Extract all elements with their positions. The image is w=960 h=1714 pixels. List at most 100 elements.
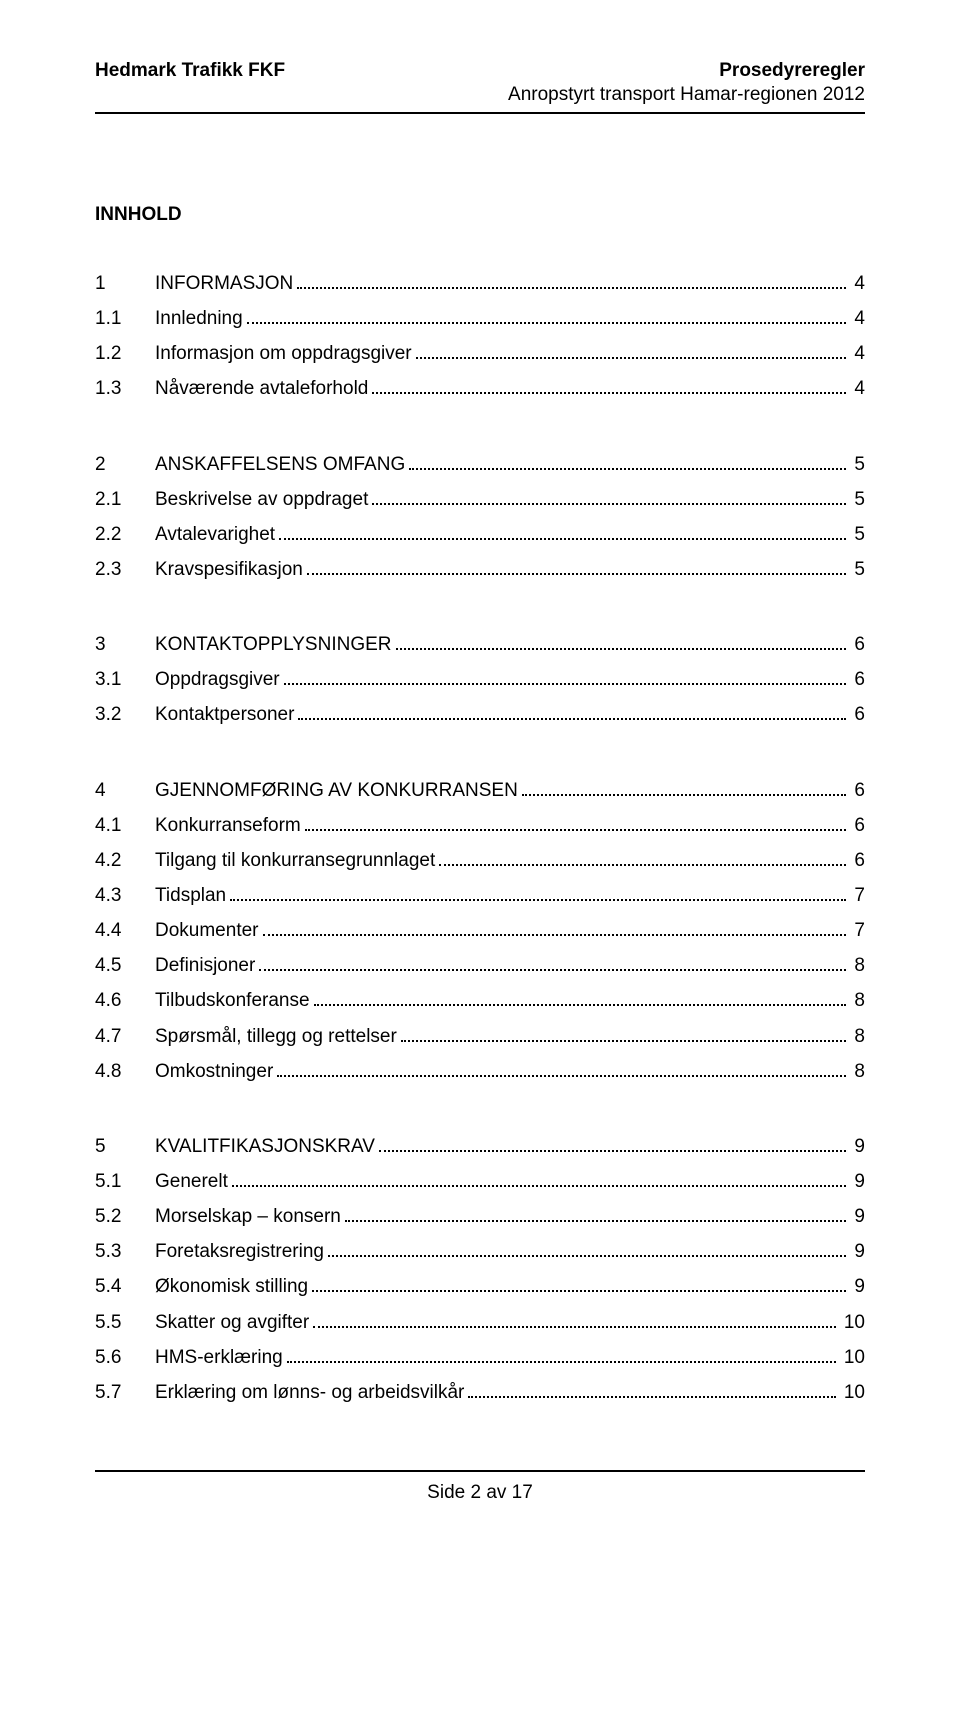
toc-entry-page: 7 bbox=[850, 913, 865, 948]
toc-entry-label: Dokumenter bbox=[155, 913, 259, 948]
toc-entry-number: 4.7 bbox=[95, 1019, 155, 1054]
toc-entry-number: 1.2 bbox=[95, 336, 155, 371]
toc-entry-label: Økonomisk stilling bbox=[155, 1269, 308, 1304]
toc-entry: 3.1Oppdragsgiver6 bbox=[95, 662, 865, 697]
toc-entry-page: 8 bbox=[850, 1019, 865, 1054]
toc-entry-number: 4.4 bbox=[95, 913, 155, 948]
toc-entry-page: 4 bbox=[850, 266, 865, 301]
toc-entry-page: 8 bbox=[850, 1054, 865, 1089]
toc-leader-dots bbox=[379, 1150, 846, 1152]
toc-entry-label: Kravspesifikasjon bbox=[155, 552, 303, 587]
toc-entry-page: 8 bbox=[850, 948, 865, 983]
toc-entry-page: 9 bbox=[850, 1164, 865, 1199]
toc-leader-dots bbox=[279, 538, 846, 540]
toc-entry-page: 10 bbox=[840, 1305, 865, 1340]
toc-entry-number: 2.2 bbox=[95, 517, 155, 552]
toc-leader-dots bbox=[345, 1220, 847, 1222]
toc-leader-dots bbox=[259, 969, 846, 971]
toc-entry: 2.2Avtalevarighet 5 bbox=[95, 517, 865, 552]
toc-entry-page: 6 bbox=[850, 773, 865, 808]
toc-entry-label: Oppdragsgiver bbox=[155, 662, 280, 697]
toc-entry-page: 5 bbox=[850, 482, 865, 517]
toc-entry-label: INFORMASJON bbox=[155, 266, 293, 301]
toc-entry-label: Foretaksregistrering bbox=[155, 1234, 324, 1269]
toc-entry-number: 5.5 bbox=[95, 1305, 155, 1340]
toc-entry-page: 4 bbox=[850, 371, 865, 406]
toc-entry: 4.8Omkostninger8 bbox=[95, 1054, 865, 1089]
toc-group: 5KVALITFIKASJONSKRAV95.1Generelt95.2Mors… bbox=[95, 1129, 865, 1410]
toc-entry-page: 5 bbox=[850, 552, 865, 587]
toc-entry-label: Morselskap – konsern bbox=[155, 1199, 341, 1234]
toc-group: 4GJENNOMFØRING AV KONKURRANSEN64.1Konkur… bbox=[95, 773, 865, 1089]
toc-entry-label: Skatter og avgifter bbox=[155, 1305, 309, 1340]
toc-leader-dots bbox=[372, 503, 846, 505]
toc-entry-number: 5.6 bbox=[95, 1340, 155, 1375]
toc-leader-dots bbox=[312, 1290, 846, 1292]
toc-group: 1INFORMASJON41.1Innledning41.2Informasjo… bbox=[95, 266, 865, 407]
toc-entry-page: 9 bbox=[850, 1234, 865, 1269]
toc-entry-number: 2.3 bbox=[95, 552, 155, 587]
header-right-title: Prosedyreregler bbox=[508, 60, 865, 82]
toc-entry-number: 1 bbox=[95, 266, 155, 301]
toc-entry: 4.5Definisjoner8 bbox=[95, 948, 865, 983]
toc-entry: 4.7Spørsmål, tillegg og rettelser8 bbox=[95, 1019, 865, 1054]
toc-entry-page: 7 bbox=[850, 878, 865, 913]
toc-entry-number: 5 bbox=[95, 1129, 155, 1164]
toc-entry-label: KVALITFIKASJONSKRAV bbox=[155, 1129, 375, 1164]
toc-leader-dots bbox=[298, 718, 846, 720]
header-right: Prosedyreregler Anropstyrt transport Ham… bbox=[508, 60, 865, 106]
toc-entry-label: GJENNOMFØRING AV KONKURRANSEN bbox=[155, 773, 518, 808]
toc-entry-page: 5 bbox=[850, 517, 865, 552]
toc-entry-label: Konkurranseform bbox=[155, 808, 301, 843]
header-divider bbox=[95, 112, 865, 114]
toc-entry-number: 3 bbox=[95, 627, 155, 662]
toc-entry: 2.1Beskrivelse av oppdraget5 bbox=[95, 482, 865, 517]
toc-entry-number: 5.1 bbox=[95, 1164, 155, 1199]
toc-entry-label: Informasjon om oppdragsgiver bbox=[155, 336, 412, 371]
toc-entry: 2ANSKAFFELSENS OMFANG5 bbox=[95, 447, 865, 482]
toc-entry-number: 4.1 bbox=[95, 808, 155, 843]
toc-leader-dots bbox=[396, 648, 847, 650]
toc-entry-label: KONTAKTOPPLYSNINGER bbox=[155, 627, 392, 662]
toc-leader-dots bbox=[314, 1004, 847, 1006]
toc-entry: 4.4Dokumenter 7 bbox=[95, 913, 865, 948]
toc-entry-page: 4 bbox=[850, 301, 865, 336]
toc-title: INNHOLD bbox=[95, 204, 865, 226]
toc-leader-dots bbox=[409, 468, 846, 470]
toc-entry-number: 4.8 bbox=[95, 1054, 155, 1089]
toc-leader-dots bbox=[522, 794, 847, 796]
toc-entry: 4.1Konkurranseform6 bbox=[95, 808, 865, 843]
toc-entry-number: 4.6 bbox=[95, 983, 155, 1018]
toc-entry-label: Erklæring om lønns- og arbeidsvilkår bbox=[155, 1375, 464, 1410]
toc-entry-number: 4 bbox=[95, 773, 155, 808]
toc-entry: 1.3Nåværende avtaleforhold4 bbox=[95, 371, 865, 406]
toc-entry: 5.3Foretaksregistrering9 bbox=[95, 1234, 865, 1269]
toc-entry-page: 9 bbox=[850, 1129, 865, 1164]
toc-entry: 3KONTAKTOPPLYSNINGER6 bbox=[95, 627, 865, 662]
toc-leader-dots bbox=[287, 1361, 836, 1363]
toc-entry: 4.6Tilbudskonferanse8 bbox=[95, 983, 865, 1018]
toc-container: 1INFORMASJON41.1Innledning41.2Informasjo… bbox=[95, 266, 865, 1410]
toc-entry-number: 5.7 bbox=[95, 1375, 155, 1410]
toc-group: 3KONTAKTOPPLYSNINGER63.1Oppdragsgiver63.… bbox=[95, 627, 865, 732]
toc-entry: 4.3Tidsplan7 bbox=[95, 878, 865, 913]
toc-entry: 1.1Innledning4 bbox=[95, 301, 865, 336]
toc-entry-page: 9 bbox=[850, 1199, 865, 1234]
toc-entry-page: 5 bbox=[850, 447, 865, 482]
toc-leader-dots bbox=[305, 829, 847, 831]
toc-leader-dots bbox=[247, 322, 847, 324]
toc-entry: 5.6HMS-erklæring10 bbox=[95, 1340, 865, 1375]
toc-entry-page: 6 bbox=[850, 662, 865, 697]
toc-entry-number: 4.3 bbox=[95, 878, 155, 913]
toc-leader-dots bbox=[313, 1326, 836, 1328]
toc-leader-dots bbox=[439, 864, 846, 866]
toc-entry-label: Nåværende avtaleforhold bbox=[155, 371, 368, 406]
header-left: Hedmark Trafikk FKF bbox=[95, 60, 285, 82]
toc-leader-dots bbox=[284, 683, 847, 685]
toc-entry-label: Avtalevarighet bbox=[155, 517, 275, 552]
toc-entry-page: 8 bbox=[850, 983, 865, 1018]
toc-entry-page: 9 bbox=[850, 1269, 865, 1304]
toc-leader-dots bbox=[372, 392, 846, 394]
toc-entry: 1INFORMASJON 4 bbox=[95, 266, 865, 301]
toc-entry-page: 10 bbox=[840, 1340, 865, 1375]
